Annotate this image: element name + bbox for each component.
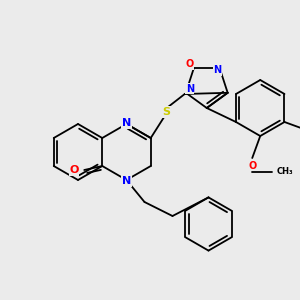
Text: O: O [70, 165, 79, 175]
Text: N: N [214, 65, 222, 75]
Text: CH₃: CH₃ [277, 167, 294, 176]
Text: O: O [186, 59, 194, 69]
Text: O: O [248, 161, 256, 171]
Text: N: N [186, 84, 194, 94]
Text: N: N [122, 118, 131, 128]
Text: S: S [163, 107, 171, 117]
Text: N: N [122, 176, 131, 186]
